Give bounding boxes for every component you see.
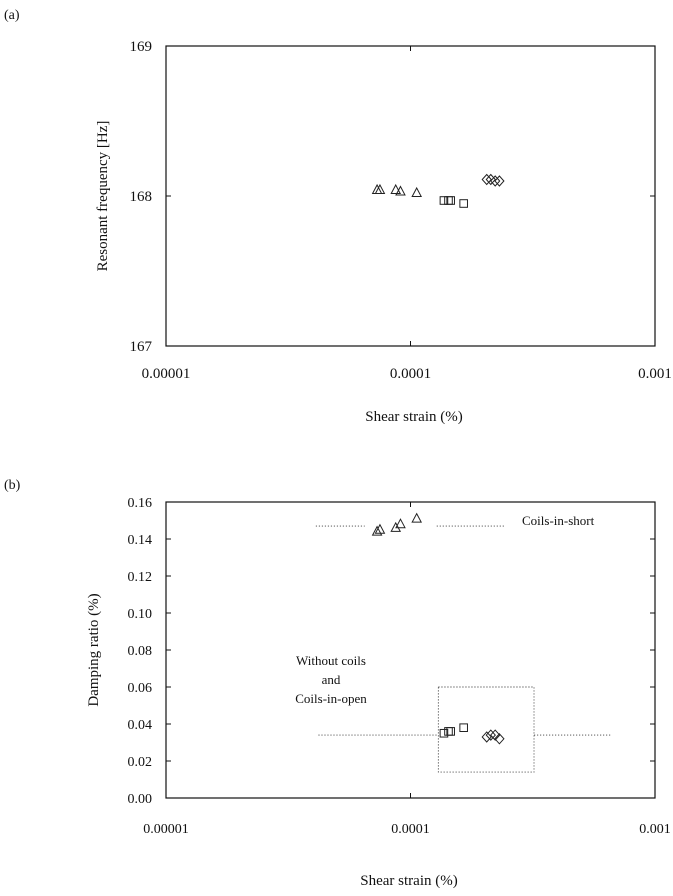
- y-tick-label: 169: [130, 39, 153, 55]
- diamond-marker: [481, 173, 492, 186]
- coils-in-short-label: Coils-in-short: [522, 513, 595, 528]
- x-tick-label: 0.0001: [390, 366, 431, 382]
- diamond-marker: [481, 731, 492, 743]
- triangle-marker: [395, 185, 406, 196]
- diamond-marker: [494, 733, 505, 745]
- panel-a-x-ticks: 0.00001 0.0001 0.001: [142, 46, 672, 382]
- y-tick-label: 0.08: [128, 644, 153, 659]
- x-tick-label: 0.001: [638, 366, 672, 382]
- panel-b-y-ticks: 0.00 0.02 0.04 0.06 0.08 0.10 0.12 0.14 0.16: [128, 496, 655, 807]
- triangle-marker: [390, 183, 402, 194]
- panel-b-x-axis-title: Shear strain (%): [360, 873, 457, 889]
- y-tick-label: 0.04: [128, 718, 153, 733]
- square-marker: [459, 723, 468, 733]
- triangle-marker: [374, 183, 386, 194]
- y-tick-label: 0.12: [128, 570, 153, 585]
- diamond-marker: [485, 729, 496, 741]
- panel-a: (a) 167 168 169 0.00001 0.0001 0.001 Resonan…: [4, 8, 672, 425]
- panel-b-label: (b): [4, 478, 21, 493]
- panel-a-x-axis-title: Shear strain (%): [365, 409, 462, 425]
- y-tick-label: 0.02: [128, 755, 153, 770]
- panel-b-x-ticks: 0.00001 0.0001 0.001: [143, 502, 671, 837]
- y-tick-label: 167: [130, 339, 153, 355]
- triangle-marker: [411, 186, 423, 197]
- square-marker: [444, 727, 453, 736]
- y-tick-label: 0.16: [128, 496, 153, 511]
- panel-b-highlight-box: [437, 686, 535, 773]
- panel-b-plot-frame: [165, 501, 656, 799]
- triangle-marker: [395, 518, 406, 529]
- panel-b: (b) 0.00 0.02 0.04 0.06 0.08 0.10 0.12 0.14 0.16…: [4, 478, 671, 889]
- y-tick-label: 168: [130, 189, 153, 205]
- and-label: and: [322, 672, 341, 687]
- triangle-marker: [371, 525, 383, 536]
- y-tick-label: 0.10: [128, 607, 153, 622]
- square-marker: [446, 196, 455, 205]
- panel-b-annotation-lines: [315, 525, 611, 736]
- panel-a-y-axis-title: Resonant frequency [Hz]: [95, 121, 111, 272]
- panel-a-markers: [371, 173, 505, 208]
- y-tick-label: 0.00: [128, 792, 153, 807]
- x-tick-label: 0.001: [639, 822, 671, 837]
- panel-a-y-ticks: 167 168 169: [130, 39, 655, 355]
- diamond-marker: [490, 729, 501, 741]
- panel-a-label: (a): [4, 8, 20, 23]
- x-tick-label: 0.0001: [391, 822, 430, 837]
- panel-a-plot-frame: [165, 45, 656, 347]
- x-tick-label: 0.00001: [142, 366, 191, 382]
- panel-b-markers: [371, 512, 505, 745]
- coils-in-open-label: Coils-in-open: [295, 691, 367, 706]
- without-coils-label: Without coils: [296, 653, 366, 668]
- triangle-marker: [374, 523, 386, 534]
- triangle-marker: [390, 521, 402, 532]
- square-marker: [446, 727, 455, 736]
- y-tick-label: 0.14: [128, 533, 153, 548]
- x-tick-label: 0.00001: [143, 822, 189, 837]
- diamond-marker: [490, 175, 501, 187]
- triangle-marker: [411, 512, 423, 523]
- diamond-marker: [494, 175, 505, 187]
- y-tick-label: 0.06: [128, 681, 153, 696]
- square-marker: [459, 199, 468, 208]
- square-marker: [439, 728, 449, 738]
- square-marker: [439, 196, 449, 205]
- panel-b-y-axis-title: Damping ratio (%): [86, 593, 102, 706]
- square-marker: [444, 196, 453, 205]
